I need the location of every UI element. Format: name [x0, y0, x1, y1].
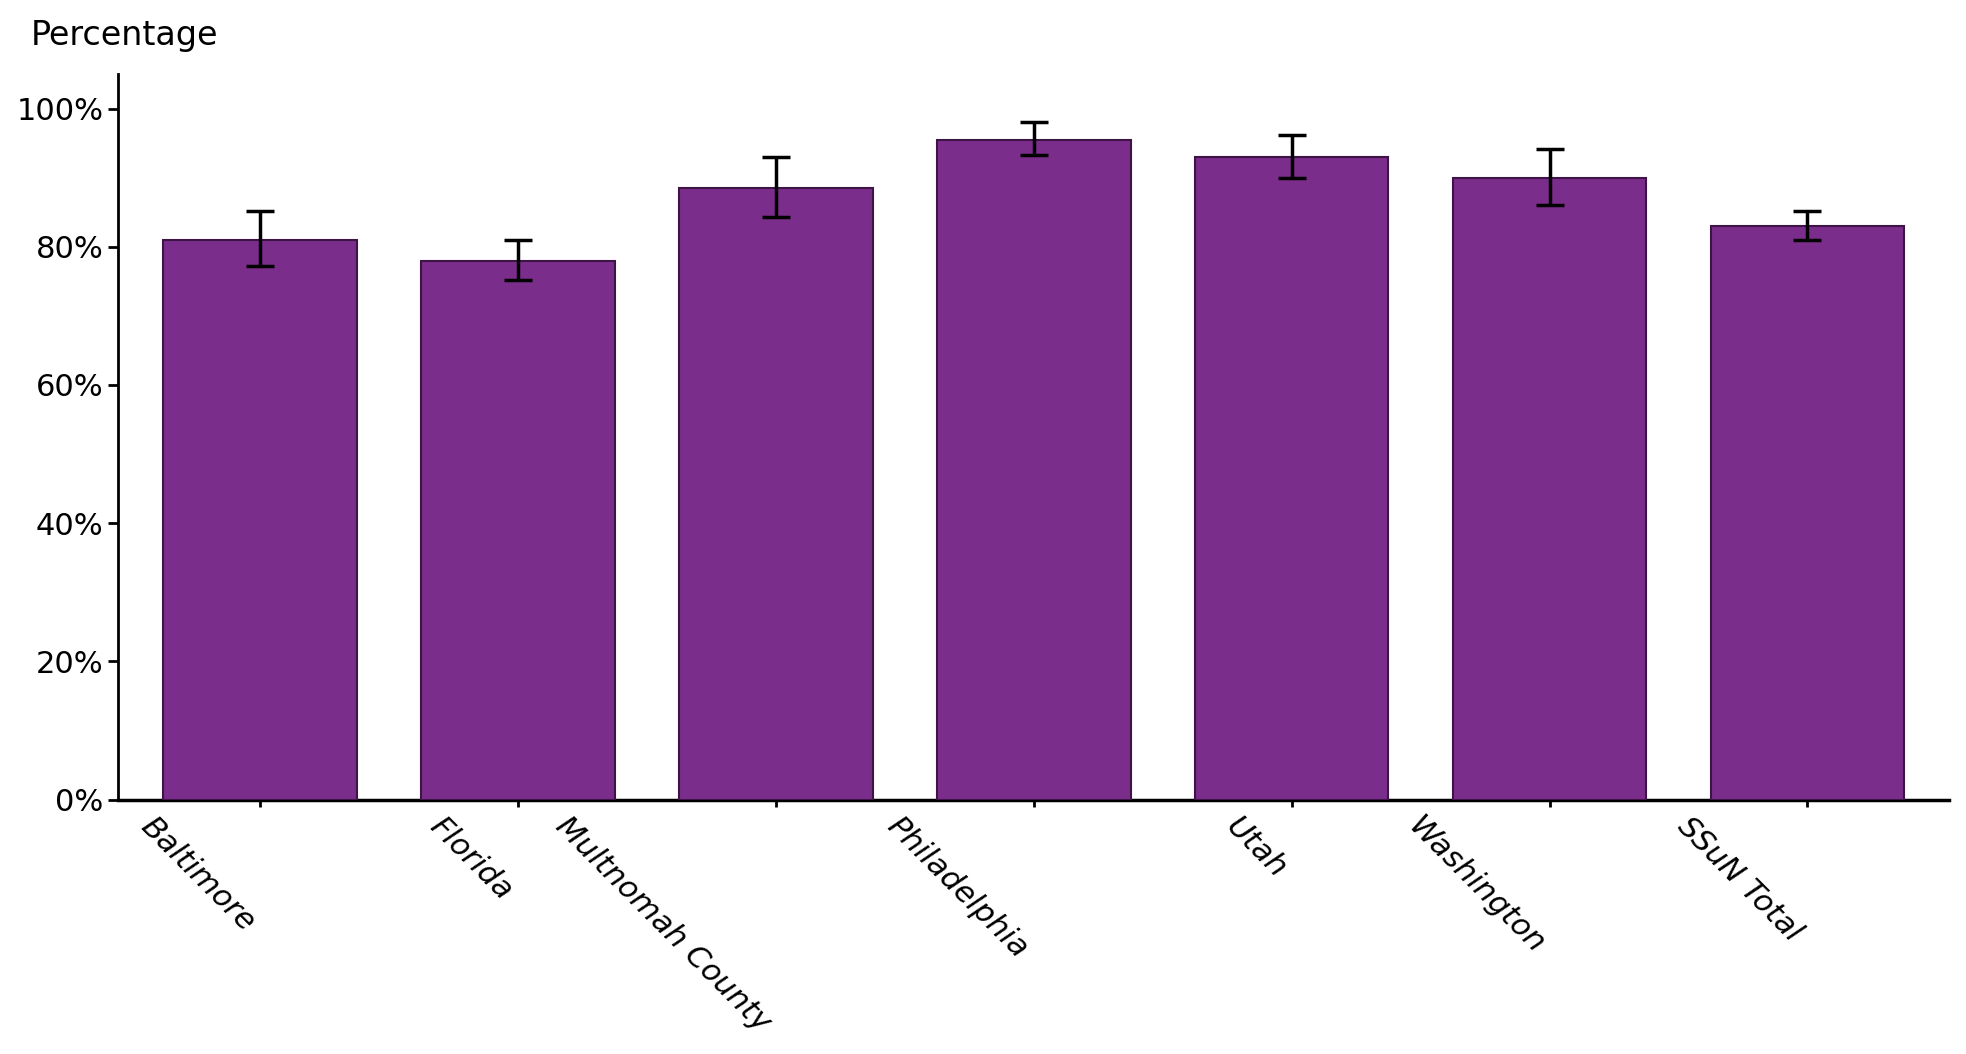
Text: Percentage: Percentage [29, 19, 218, 53]
Bar [163, 240, 356, 800]
Bar [1710, 226, 1905, 800]
Bar [678, 188, 873, 800]
Bar [1453, 178, 1646, 800]
Bar [938, 140, 1130, 800]
Bar [421, 260, 615, 800]
Bar [1195, 157, 1388, 800]
